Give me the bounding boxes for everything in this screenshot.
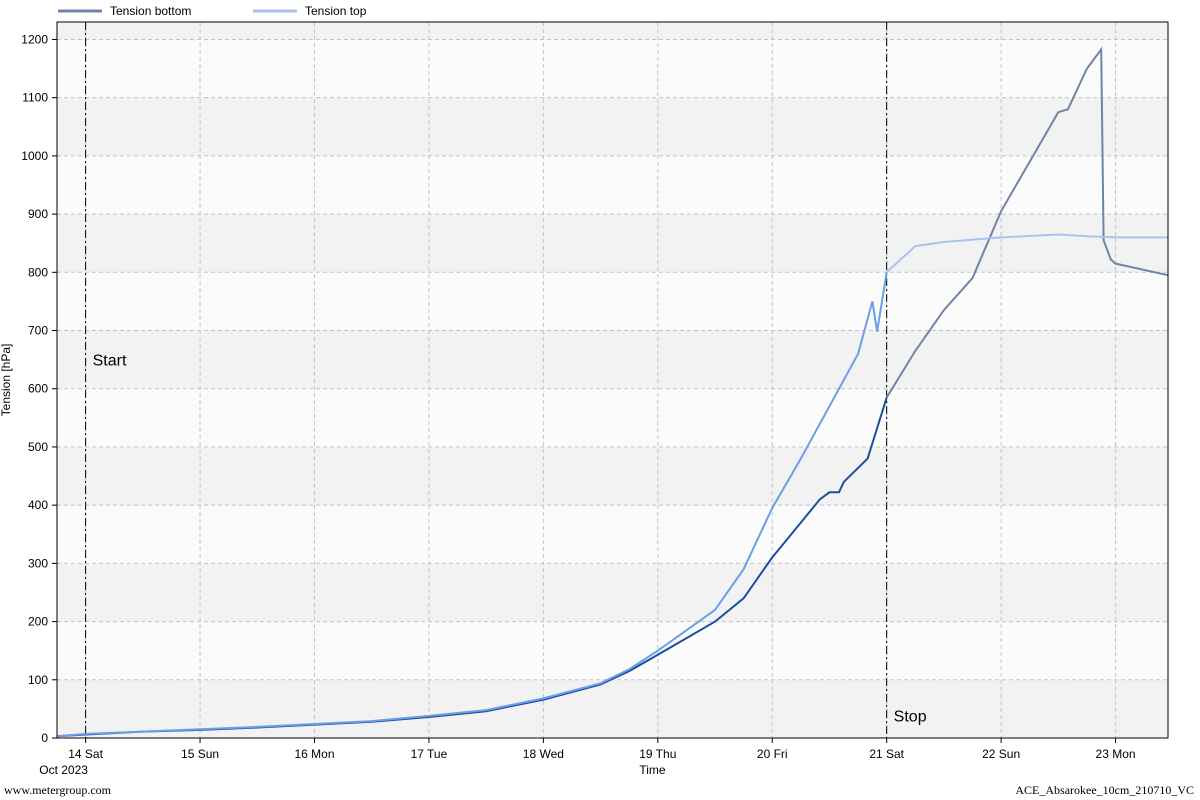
x-tick-label: 17 Tue bbox=[411, 747, 448, 761]
plot-band bbox=[57, 505, 1168, 564]
x-tick-label: 15 Sun bbox=[181, 747, 219, 761]
y-tick-label: 1100 bbox=[22, 91, 48, 105]
x-tick-label: 21 Sat bbox=[869, 747, 904, 761]
y-tick-label: 100 bbox=[28, 673, 48, 687]
x-axis: 14 Sat 15 Sun 16 Mon 17 Tue 18 Wed 19 Thu 20 F… bbox=[68, 738, 1136, 761]
plot-bands bbox=[57, 22, 1168, 738]
y-tick-label: 1000 bbox=[21, 149, 48, 163]
y-tick-label: 400 bbox=[28, 498, 48, 512]
x-tick-label: 16 Mon bbox=[294, 747, 334, 761]
y-tick-label: 900 bbox=[28, 207, 48, 221]
y-tick-label: 300 bbox=[28, 556, 48, 570]
x-tick-label: 23 Mon bbox=[1096, 747, 1136, 761]
y-tick-label: 1200 bbox=[21, 32, 48, 46]
marker-label-stop: Stop bbox=[894, 709, 927, 726]
tension-bottom-line-post bbox=[885, 46, 1169, 399]
footer-website: www.metergroup.com bbox=[4, 783, 111, 797]
plot-band bbox=[57, 388, 1168, 447]
tension-top-line-post bbox=[886, 233, 1168, 274]
plot-band bbox=[57, 621, 1168, 680]
x-tick-label: 14 Sat bbox=[68, 747, 103, 761]
plot-band bbox=[57, 563, 1168, 622]
plot-band bbox=[57, 214, 1168, 273]
y-tick-label: 200 bbox=[28, 615, 48, 629]
legend-label-tension-bottom: Tension bottom bbox=[110, 4, 191, 18]
plot-band bbox=[57, 22, 1168, 40]
plot-band bbox=[57, 39, 1168, 98]
x-tick-label: 18 Wed bbox=[523, 747, 564, 761]
plot-band bbox=[57, 272, 1168, 331]
footer-filename: ACE_Absarokee_10cm_210710_VC bbox=[1015, 783, 1194, 797]
x-tick-label: 19 Thu bbox=[639, 747, 676, 761]
tension-top-line-pre bbox=[56, 732, 86, 738]
plot-band bbox=[57, 97, 1168, 156]
x-tick-label: 22 Sun bbox=[982, 747, 1020, 761]
plot-band bbox=[57, 446, 1168, 506]
y-tick-label: 700 bbox=[28, 324, 48, 338]
plot-band bbox=[57, 155, 1168, 215]
tension-top-line bbox=[85, 272, 888, 735]
event-markers: Start Stop bbox=[85, 22, 927, 738]
x-axis-label: Time bbox=[639, 763, 666, 777]
series-lines bbox=[56, 46, 1169, 738]
y-axis: 0 100 200 300 400 500 600 700 800 900 1000 1100 1200 bbox=[21, 32, 57, 745]
plot-frame bbox=[56, 21, 1169, 739]
plot-band bbox=[57, 330, 1168, 389]
x-axis-start-label: Oct 2023 bbox=[39, 763, 88, 777]
legend: Tension bottom Tension top bbox=[58, 4, 367, 18]
y-axis-label: Tension [hPa] bbox=[0, 344, 13, 417]
y-tick-label: 600 bbox=[28, 382, 48, 396]
y-tick-label: 0 bbox=[41, 731, 48, 745]
legend-label-tension-top: Tension top bbox=[305, 4, 367, 18]
y-tick-label: 500 bbox=[28, 440, 48, 454]
x-tick-label: 20 Fri bbox=[757, 747, 788, 761]
marker-label-start: Start bbox=[93, 352, 127, 369]
y-tick-label: 800 bbox=[28, 265, 48, 279]
